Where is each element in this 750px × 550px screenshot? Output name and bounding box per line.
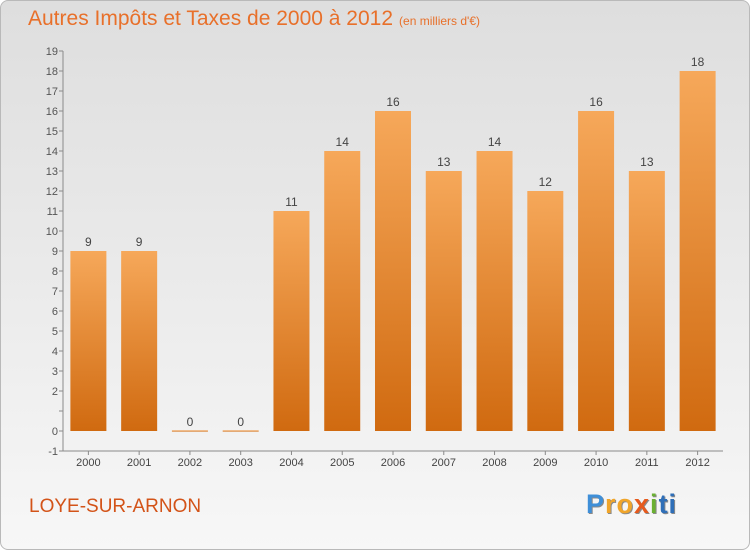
x-tick-label: 2008 — [482, 457, 506, 469]
x-tick-label: 2009 — [533, 457, 557, 469]
data-label: 11 — [285, 195, 298, 209]
y-tick-label: 14 — [46, 146, 58, 158]
bar — [578, 111, 615, 431]
x-tick-label: 2001 — [127, 457, 151, 469]
bar — [527, 191, 564, 431]
bar — [171, 430, 208, 432]
y-tick-label: 0 — [52, 426, 58, 438]
y-tick-label: 17 — [46, 86, 58, 98]
data-label: 13 — [640, 155, 654, 169]
chart-bars: 9 9 0 0 11 14 16 13 14 12 16 13 18 — [70, 55, 716, 432]
y-tick-label: 6 — [52, 306, 58, 318]
x-tick-label: 2000 — [76, 457, 100, 469]
data-label: 16 — [386, 95, 400, 109]
y-tick-label: 11 — [47, 206, 58, 218]
bar — [273, 211, 310, 431]
data-label: 18 — [691, 55, 705, 69]
data-label: 16 — [589, 95, 603, 109]
y-tick-label: 5 — [52, 326, 58, 338]
y-tick-label: 16 — [46, 106, 58, 118]
x-tick-label: 2006 — [381, 457, 405, 469]
x-tick-label: 2010 — [584, 457, 608, 469]
proxiti-logo: Proxiti — [586, 489, 677, 520]
bar — [324, 151, 361, 431]
logo-letter: i — [650, 489, 659, 519]
data-label: 9 — [136, 235, 143, 249]
x-tick-label: 2011 — [635, 457, 659, 469]
bar — [425, 171, 462, 431]
x-tick-label: 2012 — [685, 457, 709, 469]
y-tick-label: 4 — [52, 346, 58, 358]
y-tick-label: 9 — [52, 246, 58, 258]
logo-letter: x — [634, 489, 651, 519]
x-tick-label: 2004 — [279, 457, 303, 469]
bar — [70, 251, 107, 431]
y-tick-label: 18 — [46, 66, 58, 78]
x-tick-label: 2005 — [330, 457, 354, 469]
chart-axes: -1 0 2 3 4 5 6 7 8 9 10 11 12 13 14 15 16 17 18 19 2000 2001 2… — [46, 46, 723, 469]
data-label: 14 — [488, 135, 502, 149]
data-label: 14 — [336, 135, 350, 149]
bar — [476, 151, 513, 431]
y-tick-label: 3 — [52, 366, 58, 378]
y-tick-label: 8 — [52, 266, 58, 278]
logo-letter: P — [586, 489, 606, 519]
bar — [679, 71, 716, 431]
y-tick-label: 12 — [46, 186, 58, 198]
x-tick-label: 2003 — [228, 457, 252, 469]
logo-letter: ti — [658, 489, 678, 519]
bar — [628, 171, 665, 431]
data-label: 0 — [187, 415, 194, 429]
y-tick-label: 7 — [52, 286, 58, 298]
y-tick-label: 15 — [46, 126, 58, 138]
data-label: 9 — [85, 235, 92, 249]
bar — [121, 251, 158, 431]
logo-letter: ro — [605, 489, 635, 519]
x-tick-label: 2002 — [178, 457, 202, 469]
chart-title-text: Autres Impôts et Taxes de 2000 à 2012 — [28, 7, 394, 30]
chart-title: Autres Impôts et Taxes de 2000 à 2012 (en… — [28, 7, 480, 31]
y-tick-label: -1 — [48, 446, 58, 458]
y-tick-label: 19 — [46, 46, 58, 58]
data-label: 13 — [437, 155, 451, 169]
y-tick-label: 2 — [52, 386, 58, 398]
bar — [375, 111, 411, 431]
x-tick-label: 2007 — [432, 457, 456, 469]
bar — [222, 430, 259, 432]
chart-unit: (en milliers d'€) — [399, 14, 481, 28]
data-label: 0 — [237, 415, 244, 429]
y-tick-label: 13 — [46, 166, 58, 178]
y-tick-label: 10 — [46, 226, 58, 238]
data-label: 12 — [539, 175, 553, 189]
commune-name: LOYE-SUR-ARNON — [29, 496, 202, 517]
